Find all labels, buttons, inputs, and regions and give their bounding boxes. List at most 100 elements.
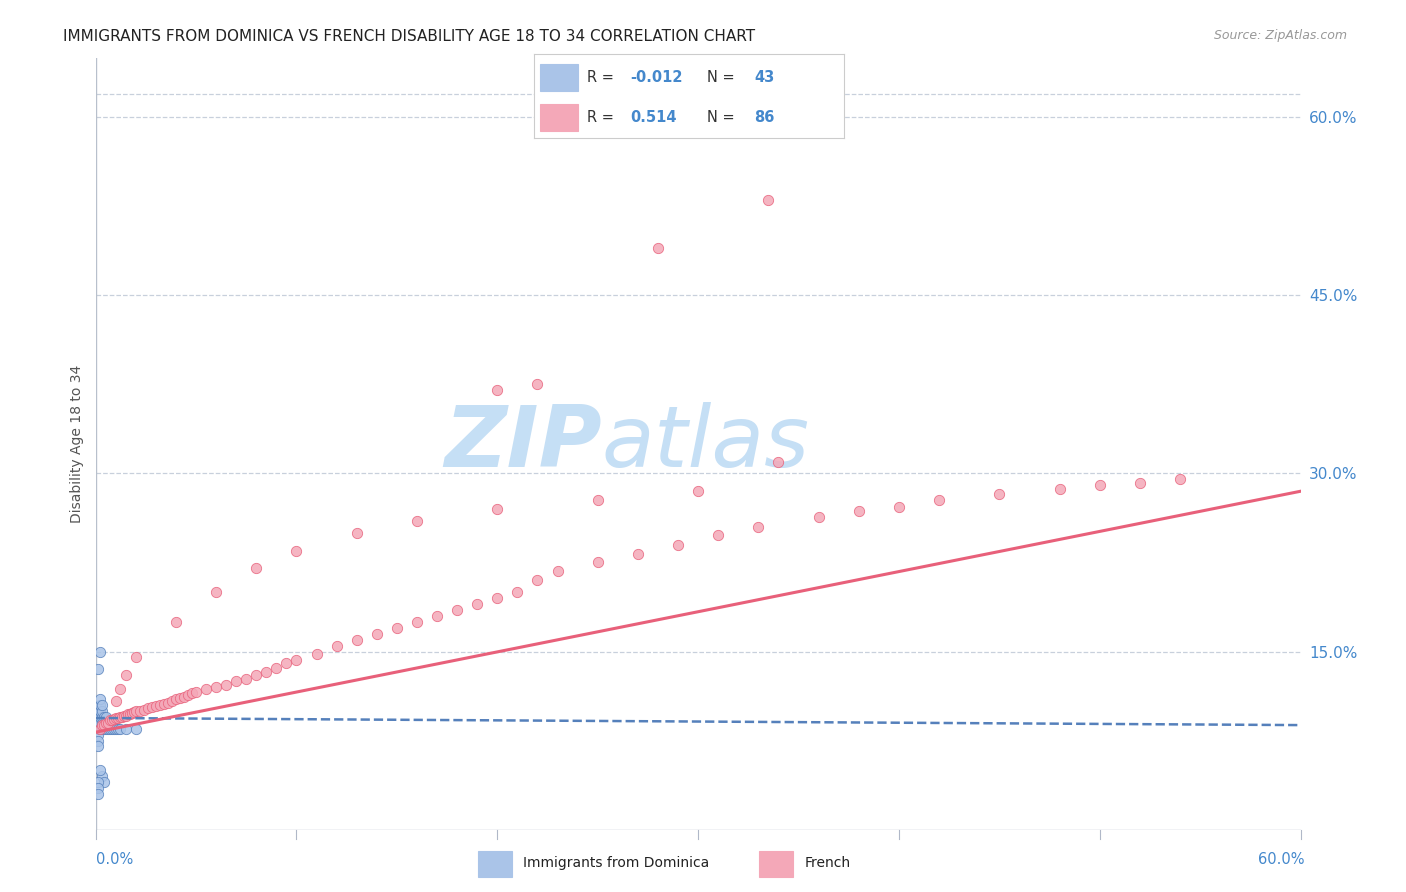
Point [285, 653, 308, 667]
Point [276, 657, 298, 671]
Point [887, 500, 910, 514]
Point [184, 685, 207, 699]
Point [93, 710, 115, 724]
Bar [759, 851, 793, 877]
Text: Immigrants from Dominica: Immigrants from Dominica [523, 856, 709, 870]
Point [89, 704, 111, 718]
Point [89, 722, 111, 736]
Point [104, 711, 127, 725]
Point [89, 763, 111, 777]
Point [89, 722, 111, 736]
Point [86, 787, 108, 801]
Point [547, 564, 569, 578]
Point [108, 722, 131, 736]
Point [98, 722, 121, 736]
Point [114, 722, 136, 736]
Point [235, 672, 257, 686]
Point [848, 504, 870, 518]
Point [346, 525, 368, 540]
Point [107, 711, 129, 725]
Point [254, 665, 277, 679]
Point [181, 686, 204, 700]
Point [165, 692, 187, 706]
Bar [478, 851, 512, 877]
Point [86, 715, 108, 730]
Point [205, 680, 228, 694]
Point [112, 708, 135, 723]
Point [707, 528, 730, 542]
Text: IMMIGRANTS FROM DOMINICA VS FRENCH DISABILITY AGE 18 TO 34 CORRELATION CHART: IMMIGRANTS FROM DOMINICA VS FRENCH DISAB… [63, 29, 755, 44]
Point [686, 484, 709, 499]
Point [128, 704, 150, 718]
Point [1088, 478, 1111, 492]
Point [90, 698, 112, 712]
Point [768, 454, 790, 468]
Point [756, 194, 779, 208]
Point [177, 689, 200, 703]
Point [93, 722, 115, 736]
Point [90, 710, 112, 724]
Point [86, 780, 108, 795]
Point [136, 701, 159, 715]
Point [225, 674, 247, 689]
Point [526, 574, 548, 588]
Point [90, 718, 112, 732]
Point [647, 241, 669, 255]
Point [526, 377, 548, 392]
Point [366, 626, 388, 640]
Point [125, 722, 148, 736]
Point [666, 538, 689, 552]
Point [446, 603, 468, 617]
Bar [540, 104, 578, 131]
Point [195, 682, 218, 697]
Point [89, 644, 111, 658]
Point [160, 694, 183, 708]
Point [89, 710, 111, 724]
Point [465, 597, 488, 611]
Point [94, 710, 117, 724]
Text: 86: 86 [754, 110, 775, 125]
Point [97, 715, 120, 730]
Text: -0.012: -0.012 [630, 70, 683, 85]
Point [94, 722, 117, 736]
Text: N =: N = [707, 70, 740, 85]
Point [988, 486, 1011, 500]
Point [747, 520, 769, 534]
Point [86, 722, 108, 736]
Point [117, 707, 139, 722]
Point [346, 632, 368, 647]
Point [156, 696, 179, 710]
Point [122, 705, 145, 719]
Point [89, 698, 111, 712]
Point [165, 615, 187, 629]
Point [89, 715, 111, 730]
Point [125, 704, 148, 718]
Point [90, 704, 112, 718]
Point [145, 699, 167, 714]
Point [486, 591, 509, 605]
Point [305, 647, 328, 661]
Point [118, 707, 141, 722]
Point [325, 639, 347, 653]
Point [86, 728, 108, 742]
Text: R =: R = [586, 70, 619, 85]
Point [103, 712, 125, 726]
Point [86, 775, 108, 789]
Point [114, 668, 136, 682]
Text: R =: R = [586, 110, 619, 125]
Point [90, 769, 112, 783]
Point [627, 547, 650, 561]
Point [245, 561, 267, 575]
Point [108, 682, 131, 697]
Point [506, 585, 529, 599]
Point [121, 706, 143, 721]
Point [486, 502, 509, 516]
Text: Source: ZipAtlas.com: Source: ZipAtlas.com [1213, 29, 1347, 42]
Point [385, 621, 408, 635]
Y-axis label: Disability Age 18 to 34: Disability Age 18 to 34 [70, 365, 84, 523]
Point [93, 775, 115, 789]
Text: French: French [804, 856, 851, 870]
Point [173, 690, 195, 704]
Point [89, 692, 111, 706]
Point [97, 715, 120, 730]
